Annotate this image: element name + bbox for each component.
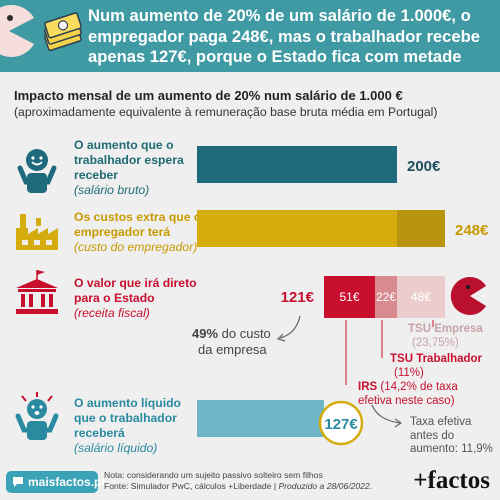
bar-estado-tsu-trabalhador-label: 22€ (376, 290, 396, 304)
annotation-arrows (276, 315, 434, 428)
annotation-pct-custo: 49% do custo da empresa (192, 326, 271, 358)
row-label-custo: Os custos extra que o empregador terá (c… (74, 210, 204, 255)
brand-logo: +factos (413, 467, 490, 494)
footer-produced-date: Produzido a 28/06/2022. (278, 481, 373, 491)
annotation-pct-text2: da empresa (198, 342, 267, 357)
header-banner: Num aumento de 20% de um salário de 1.00… (0, 0, 500, 72)
government-building-icon (16, 270, 58, 314)
factory-icon (16, 214, 58, 250)
bar-estado-tsu-empresa-label: 48€ (411, 290, 431, 304)
happy-person-icon (17, 149, 57, 193)
annotation-taxa-efetiva: Taxa efetiva antes do aumento: 11,9% (410, 416, 493, 457)
annotation-taxa-line3: aumento: 11,9% (410, 443, 493, 455)
annotation-pct-text: do custo (218, 326, 271, 341)
bar-custo-base (197, 210, 397, 247)
row-sublabel: (salário líquido) (74, 441, 158, 455)
chart-title: Impacto mensal de um aumento de 20% num … (14, 88, 403, 103)
bar-custo-tsu-empresa (397, 210, 445, 247)
row-label-bruto: O aumento que o trabalhador espera receb… (74, 138, 204, 198)
footer-note: Nota: considerando um sujeito passivo so… (104, 470, 404, 492)
maisfactos-logo[interactable]: maisfactos.pt (6, 471, 105, 493)
bar-chart: 200€ 248€ 121€ 51€ 22€ 48€ 127€ (197, 146, 489, 446)
annotation-tsu-trab-pct: (11%) (394, 367, 424, 379)
shocked-person-icon (15, 392, 59, 440)
annotation-pct-value: 49% (192, 326, 219, 341)
bar-salario-bruto (197, 146, 397, 183)
row-sublabel: (custo do empregador) (74, 240, 198, 254)
footer-source: Fonte: Simulador PwC, cálculos +Liberdad… (104, 481, 279, 491)
value-label-estado: 121€ (281, 289, 315, 306)
chat-bubble-icon (13, 477, 23, 487)
value-label-liquido: 127€ (324, 416, 358, 433)
value-label-custo: 248€ (455, 222, 489, 239)
pacman-icon (0, 5, 34, 57)
bar-estado-tsu-trabalhador (375, 276, 397, 318)
bar-estado-tsu-empresa (397, 276, 445, 318)
coin-circle (318, 400, 364, 446)
annotation-irs-label: IRS (358, 381, 378, 393)
row-label-text: O valor que irá direto para o Estado (74, 276, 197, 305)
bar-estado-irs (324, 276, 375, 318)
annotation-taxa-line1: Taxa efetiva (410, 416, 472, 428)
annotation-irs-text2: efetiva neste caso) (358, 395, 455, 407)
annotation-tsu-trabalhador: TSU Trabalhador (11%) (390, 352, 482, 380)
row-label-estado: O valor que irá direto para o Estado (re… (74, 276, 204, 321)
bar-salario-liquido (197, 400, 324, 437)
annotation-tsu-empresa: TSU Empresa (23,75%) (408, 322, 483, 350)
annotation-tsu-trab-label: TSU Trabalhador (390, 353, 483, 365)
annotation-irs: IRS (14,2% de taxa efetiva neste caso) (358, 380, 458, 408)
row-label-liquido: O aumento líquido que o trabalhador rece… (74, 396, 204, 456)
row-label-text: O aumento que o trabalhador espera receb… (74, 138, 184, 182)
chart-subtitle: (aproximadamente equivalente à remuneraç… (14, 105, 438, 119)
annotation-tsu-empresa-pct: (23,75%) (412, 337, 459, 349)
footer-note-line1: Nota: considerando um sujeito passivo so… (104, 470, 323, 480)
money-stack-icon (44, 12, 82, 52)
small-pacman-icon (450, 276, 486, 315)
value-label-bruto: 200€ (407, 158, 441, 175)
annotation-taxa-line2: antes do (410, 429, 455, 442)
bar-estado-irs-label: 51€ (339, 290, 359, 304)
maisfactos-logo-text: maisfactos.pt (28, 475, 106, 489)
row-label-text: O aumento líquido que o trabalhador rece… (74, 396, 181, 440)
row-sublabel: (receita fiscal) (74, 306, 150, 320)
headline: Num aumento de 20% de um salário de 1.00… (88, 6, 480, 66)
row-label-text: Os custos extra que o empregador terá (74, 210, 202, 239)
row-sublabel: (salário bruto) (74, 183, 150, 197)
annotation-tsu-empresa-label: TSU Empresa (408, 323, 483, 335)
annotation-irs-text: (14,2% de taxa (377, 381, 458, 393)
